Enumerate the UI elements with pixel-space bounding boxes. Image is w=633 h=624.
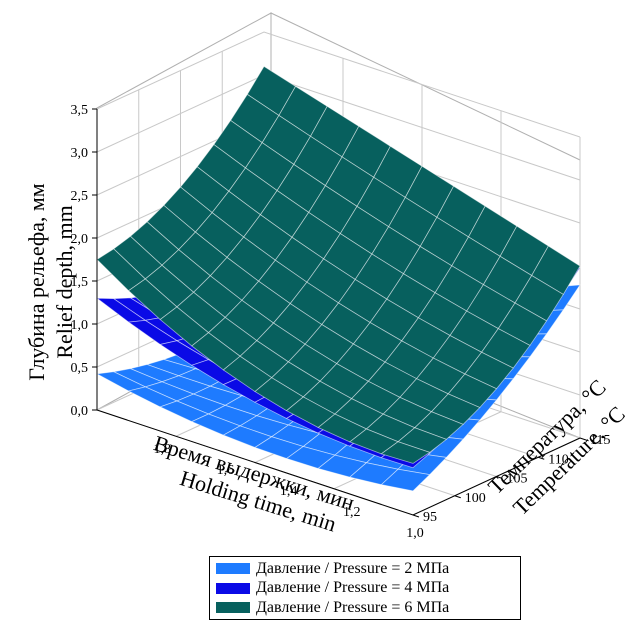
z-tick-label: 3,5 [71,103,89,118]
x-tick-label: 1,0 [406,526,424,541]
z-axis-title-ru: Глубина рельефа, мм [24,183,49,381]
legend-item-2mpa: Давление / Pressure = 2 МПа [216,559,514,579]
surface-cell [380,441,431,464]
y-tick-label: 115 [590,433,610,448]
y-tick-label: 105 [507,472,528,487]
x-tick-label: 1,2 [343,505,361,520]
surface-cell [380,468,431,492]
surface-series-2 [96,65,581,464]
legend-swatch-6mpa [216,602,250,614]
z-tick-label: 3,0 [71,146,89,161]
z-tick-label: 1,5 [71,275,89,290]
z-tick-label: 0,0 [71,404,89,419]
legend-item-6mpa: Давление / Pressure = 6 МПа [216,598,514,618]
tick-labels: 0,00,51,01,52,02,53,03,51,81,61,41,21,09… [71,103,611,541]
z-tick-label: 0,5 [71,361,89,376]
y-tick-mark [454,495,461,499]
y-tick-mark [538,456,545,460]
y-tick-label: 110 [548,452,568,467]
legend-item-4mpa: Давление / Pressure = 4 МПа [216,579,514,599]
y-tick-mark [412,514,420,518]
wall-gridline-z [96,31,581,138]
z-axis-title-en: Relief depth, mm [52,205,77,358]
floor-front-edges [96,409,581,516]
surfaces [95,65,581,492]
legend-label-4mpa: Давление / Pressure = 4 МПа [256,579,450,597]
z-tick-label: 2,0 [71,232,89,247]
y-tick-mark [496,476,503,479]
y-tick-label: 100 [465,491,486,506]
y-tick-label: 95 [423,510,437,525]
x-tick-label: 1,8 [153,442,171,457]
legend-label-6mpa: Давление / Pressure = 6 МПа [256,598,450,616]
legend-label-2mpa: Давление / Pressure = 2 МПа [256,559,450,577]
legend-swatch-4mpa [216,582,250,594]
legend-swatch-2mpa [216,563,250,575]
legend: Давление / Pressure = 2 МПа Давление / P… [209,556,521,620]
x-tick-label: 1,6 [217,463,235,478]
z-tick-label: 1,0 [71,318,89,333]
x-tick-label: 1,4 [280,484,298,499]
z-tick-label: 2,5 [71,189,89,204]
y-tick-mark [579,437,587,441]
